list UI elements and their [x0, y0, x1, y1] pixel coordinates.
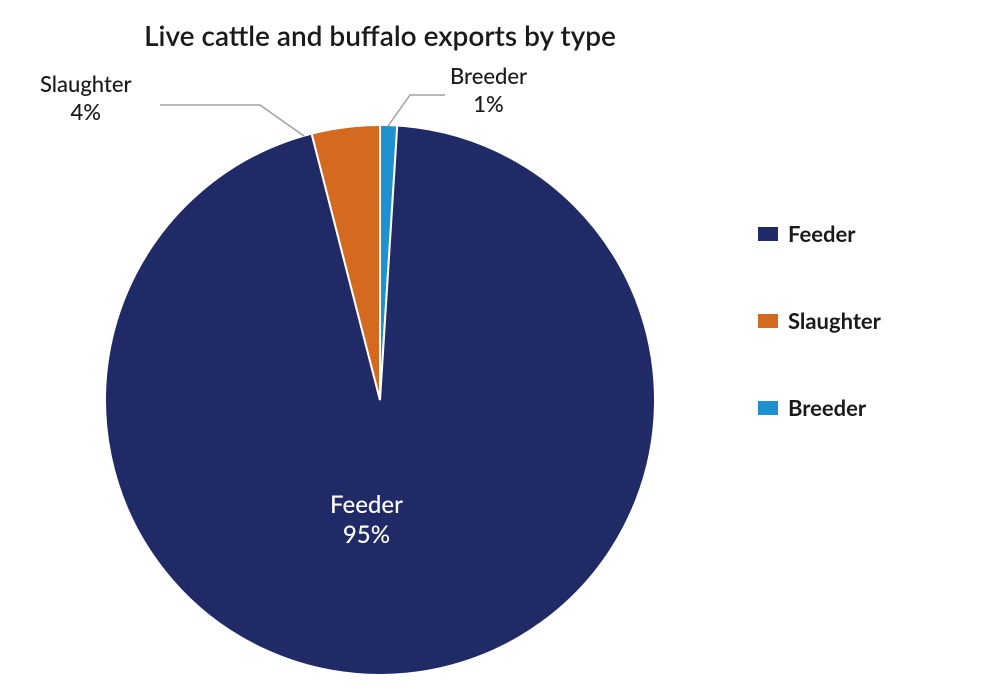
chart-stage: Live cattle and buffalo exports by type … — [0, 0, 998, 696]
slice-label-feeder: Feeder 95% — [330, 490, 403, 550]
legend-swatch — [758, 314, 778, 328]
legend-swatch — [758, 227, 778, 241]
slice-label-breeder: Breeder 1% — [450, 62, 527, 117]
legend-item-feeder: Feeder — [758, 220, 958, 247]
slice-label-slaughter: Slaughter 4% — [40, 70, 132, 125]
legend: Feeder Slaughter Breeder — [758, 220, 958, 421]
legend-swatch — [758, 401, 778, 415]
legend-item-breeder: Breeder — [758, 394, 958, 421]
legend-label: Slaughter — [788, 307, 881, 334]
legend-label: Feeder — [788, 220, 855, 247]
legend-item-slaughter: Slaughter — [758, 307, 958, 334]
legend-label: Breeder — [788, 394, 866, 421]
